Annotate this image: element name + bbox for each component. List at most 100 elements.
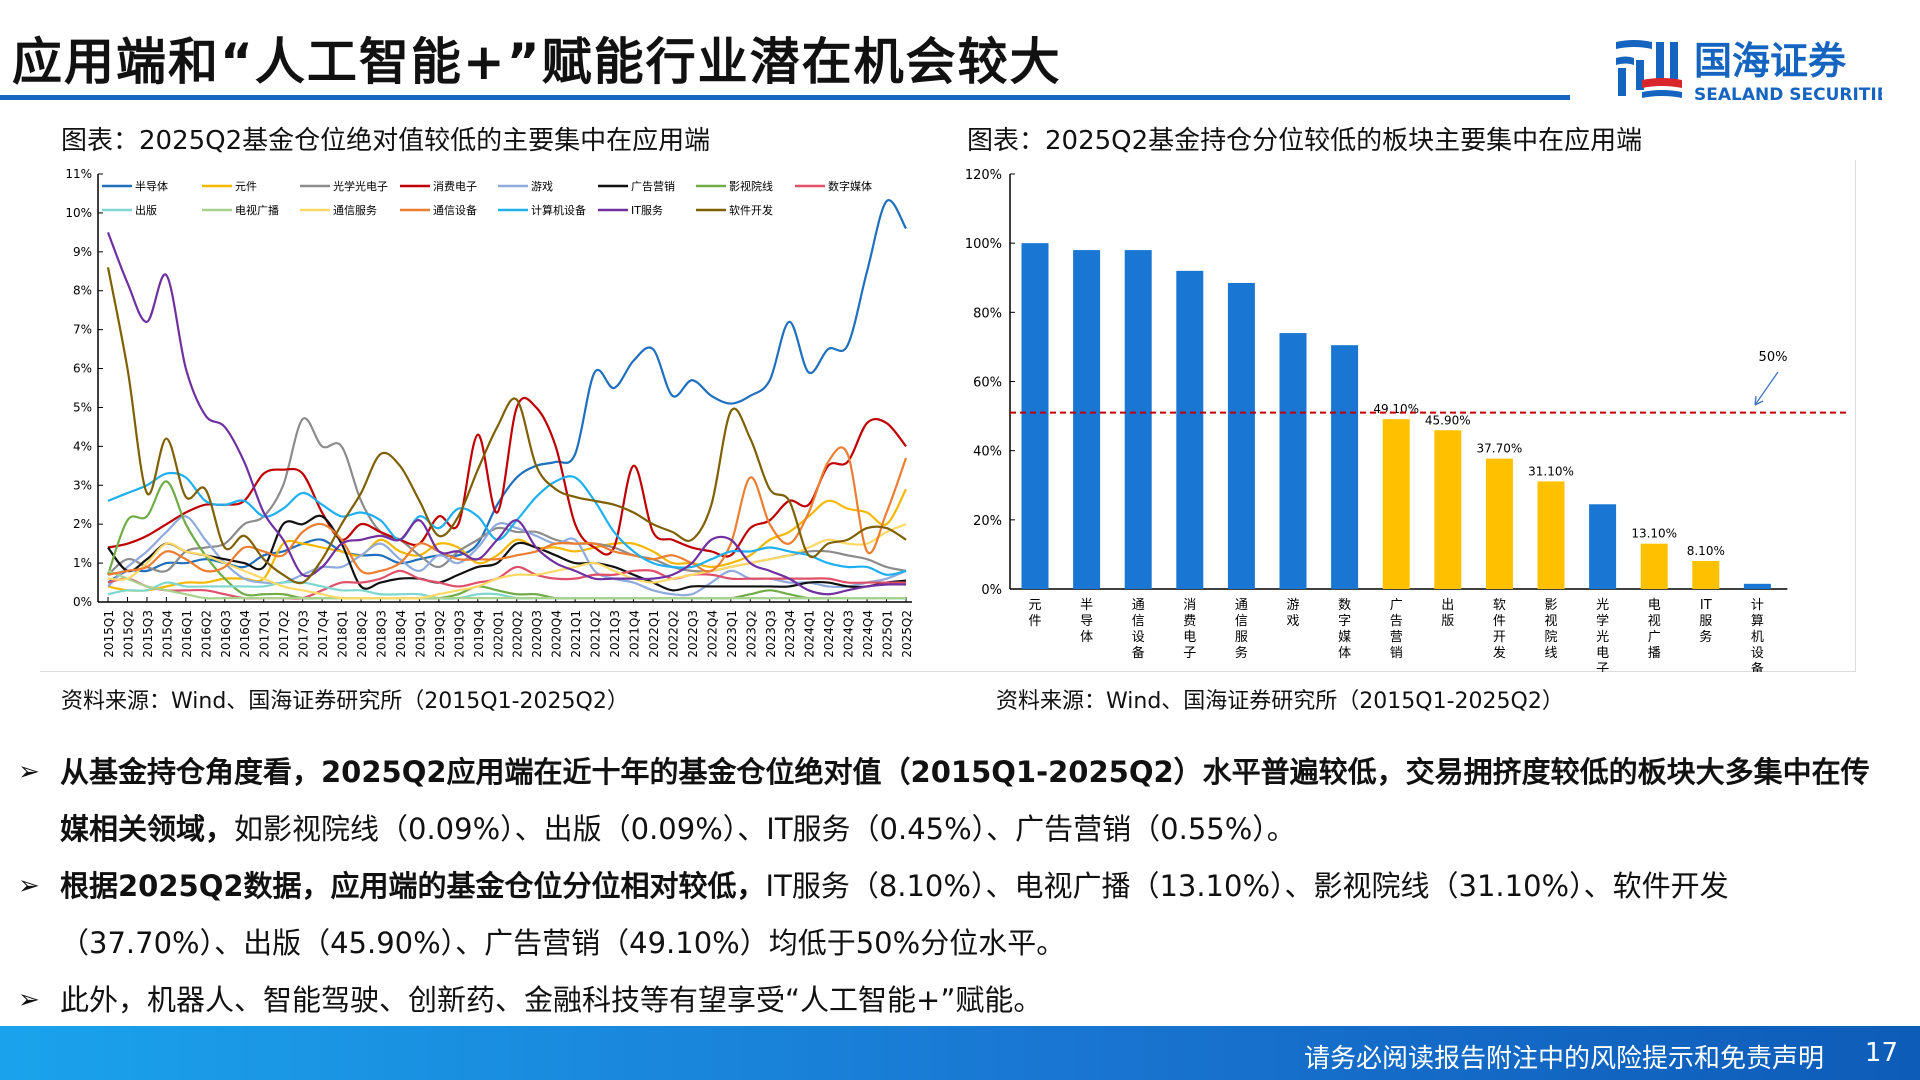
legend-label: 电视广播 xyxy=(235,203,279,217)
y-tick-label: 0% xyxy=(981,583,1002,598)
arrow-bullet-icon: ➢ xyxy=(18,757,40,787)
x-category-label: 电视广播 xyxy=(1648,598,1661,661)
bar-data-label: 45.90% xyxy=(1425,413,1471,427)
x-tick-label: 2023Q4 xyxy=(783,610,797,658)
x-tick-label: 2025Q1 xyxy=(881,610,895,658)
y-tick-label: 5% xyxy=(73,400,92,414)
x-tick-label: 2018Q4 xyxy=(394,610,408,658)
bullet-bold-text: 从基金持仓角度看，2025Q2应用端在近十年的基金仓位绝对值（2015Q1-20… xyxy=(60,755,1870,846)
logo-en-text: SEALAND SECURITIES xyxy=(1694,85,1882,105)
legend-label: 通信服务 xyxy=(333,204,377,217)
disclaimer-note: 请务必阅读报告附注中的风险提示和免责声明 xyxy=(1303,1044,1824,1074)
y-tick-label: 100% xyxy=(965,237,1002,252)
series-line xyxy=(107,514,907,592)
legend-label: 影视院线 xyxy=(729,179,773,193)
legend-label: 元件 xyxy=(235,180,257,193)
bullet-text: 此外，机器人、智能驾驶、创新药、金融科技等有望享受“人工智能+”赋能。 xyxy=(60,983,1043,1017)
fund-position-line-chart: 0% 1% 2% 3% 4% 5% 6% 7% 8% 9% 10% 11% 2015Q1 2015Q2 20… xyxy=(65,167,914,658)
x-tick-label: 2024Q3 xyxy=(842,610,856,658)
legend-label: 广告营销 xyxy=(631,179,675,193)
y-tick-label: 7% xyxy=(73,323,92,337)
series-line xyxy=(106,480,907,600)
bar xyxy=(1021,243,1049,589)
y-tick-label: 10% xyxy=(65,206,92,220)
bullet-item: ➢ 从基金持仓角度看，2025Q2应用端在近十年的基金仓位绝对值（2015Q1-… xyxy=(14,744,1894,858)
left-chart-source: 资料来源：Wind、国海证券研究所（2015Q1-2025Q2） xyxy=(61,689,629,714)
series-line xyxy=(107,523,907,600)
bar-data-label: 13.10% xyxy=(1631,527,1677,541)
bullet-text: IT服务（8.10%）、电视广播（13.10%）、影视院线（31.10%）、软件… xyxy=(60,869,1729,960)
series-line xyxy=(106,231,907,596)
x-tick-label: 2024Q1 xyxy=(803,610,817,658)
series-line xyxy=(106,267,907,585)
y-tick-label: 0% xyxy=(73,595,92,609)
x-category-label: IT 服务 xyxy=(1699,598,1712,645)
x-category-label: 通信服务 xyxy=(1235,598,1248,661)
series-line xyxy=(107,446,908,576)
legend-label: 软件开发 xyxy=(729,203,773,217)
bar-data-label: 31.10% xyxy=(1528,464,1574,478)
bar xyxy=(1124,250,1152,589)
x-tick-label: 2020Q4 xyxy=(550,610,564,658)
y-tick-label: 40% xyxy=(973,445,1002,460)
x-tick-label: 2019Q3 xyxy=(452,610,466,658)
legend-label: 消费电子 xyxy=(433,179,477,193)
x-tick-label: 2018Q1 xyxy=(336,610,350,658)
logo-cn-text: 国海证券 xyxy=(1694,39,1847,83)
x-category-label: 数字媒体 xyxy=(1338,598,1351,661)
series-line xyxy=(107,569,906,600)
x-tick-label: 2015Q4 xyxy=(160,610,174,658)
footer-bar: 请务必阅读报告附注中的风险提示和免责声明 17 xyxy=(0,1026,1920,1080)
x-tick-label: 2020Q3 xyxy=(530,610,544,658)
bar-data-label: 37.70% xyxy=(1477,442,1523,456)
x-category-label: 消费电子 xyxy=(1183,598,1196,661)
bar xyxy=(1434,430,1462,589)
x-tick-label: 2021Q3 xyxy=(608,610,622,658)
x-category-label: 软件开发 xyxy=(1493,598,1506,661)
x-tick-label: 2016Q1 xyxy=(180,610,194,658)
x-tick-label: 2018Q3 xyxy=(374,610,388,658)
arrow-bullet-icon: ➢ xyxy=(18,985,40,1015)
right-chart-caption: 图表：2025Q2基金持仓分位较低的板块主要集中在应用端 xyxy=(967,126,1643,156)
left-chart-caption: 图表：2025Q2基金仓位绝对值较低的主要集中在应用端 xyxy=(61,126,711,156)
x-tick-label: 2018Q2 xyxy=(355,610,369,658)
x-tick-label: 2022Q4 xyxy=(705,610,719,658)
x-category-label: 广告营销 xyxy=(1390,598,1403,661)
x-tick-label: 2020Q1 xyxy=(491,610,505,658)
x-category-label: 影视院线 xyxy=(1544,598,1557,661)
bar-data-label: 49.10% xyxy=(1373,402,1419,416)
x-tick-label: 2024Q2 xyxy=(822,610,836,658)
x-tick-label: 2016Q4 xyxy=(238,610,252,658)
y-tick-label: 8% xyxy=(73,284,92,298)
arrow-bullet-icon: ➢ xyxy=(18,871,40,901)
series-line xyxy=(107,199,907,584)
x-tick-label: 2023Q3 xyxy=(764,610,778,658)
x-tick-label: 2017Q1 xyxy=(258,610,272,658)
x-tick-label: 2015Q3 xyxy=(141,610,155,658)
bullet-bold-text: 根据2025Q2数据，应用端的基金仓位分位相对较低， xyxy=(60,869,766,903)
x-tick-label: 2025Q2 xyxy=(900,610,914,658)
bar xyxy=(1485,458,1513,589)
bar xyxy=(1279,333,1307,589)
bar xyxy=(1640,543,1668,589)
x-tick-label: 2023Q1 xyxy=(725,610,739,658)
y-tick-label: 1% xyxy=(73,556,92,570)
left-chart: 0% 1% 2% 3% 4% 5% 6% 7% 8% 9% 10% 11% 2015Q1 2015Q2 20… xyxy=(40,160,950,672)
bar xyxy=(1692,560,1720,589)
x-tick-label: 2021Q1 xyxy=(569,610,583,658)
legend-label: 数字媒体 xyxy=(828,179,872,193)
x-tick-label: 2022Q1 xyxy=(647,610,661,658)
x-tick-label: 2017Q2 xyxy=(277,610,291,658)
y-tick-label: 9% xyxy=(73,245,92,259)
bar xyxy=(1382,419,1410,589)
series-line xyxy=(107,471,907,576)
y-tick-label: 2% xyxy=(73,517,92,531)
legend-label: 半导体 xyxy=(135,179,168,193)
x-tick-label: 2015Q2 xyxy=(121,610,135,658)
y-tick-label: 6% xyxy=(73,362,92,376)
x-tick-label: 2017Q3 xyxy=(297,610,311,658)
x-category-label: 出版 xyxy=(1441,598,1454,629)
x-tick-label: 2019Q4 xyxy=(472,610,486,658)
y-tick-label: 11% xyxy=(65,167,92,181)
y-tick-label: 80% xyxy=(973,306,1002,321)
